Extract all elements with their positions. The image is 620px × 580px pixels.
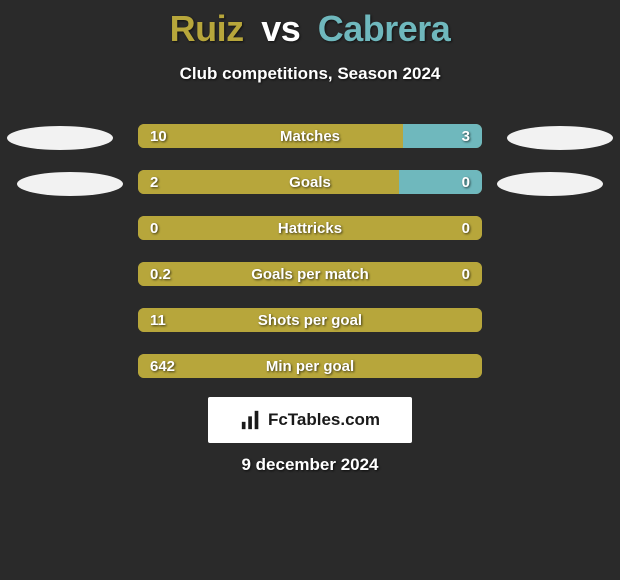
stat-row: 103Matches (138, 124, 482, 148)
player2-avatar-bottom (497, 172, 603, 196)
stat-bars: 103Matches 20Goals 00Hattricks 0.20Goals pe… (138, 124, 482, 400)
bar-left-fill (138, 216, 482, 240)
comparison-card: Ruiz vs Cabrera Club competitions, Seaso… (0, 0, 620, 580)
bar-right-fill (399, 170, 482, 194)
title-player2: Cabrera (318, 8, 451, 49)
bar-chart-icon (240, 409, 262, 431)
title: Ruiz vs Cabrera (0, 8, 620, 50)
stat-row: 11Shots per goal (138, 308, 482, 332)
date-text: 9 december 2024 (0, 455, 620, 475)
title-player1: Ruiz (170, 8, 244, 49)
stats-area: 103Matches 20Goals 00Hattricks 0.20Goals pe… (0, 124, 620, 404)
stat-row: 0.20Goals per match (138, 262, 482, 286)
bar-left-fill (138, 354, 482, 378)
bar-left-fill (138, 124, 403, 148)
player1-avatar-top (7, 126, 113, 150)
bar-left-fill (138, 262, 482, 286)
stat-row: 00Hattricks (138, 216, 482, 240)
subtitle: Club competitions, Season 2024 (0, 64, 620, 84)
player1-avatar-bottom (17, 172, 123, 196)
player2-avatar-top (507, 126, 613, 150)
stat-row: 642Min per goal (138, 354, 482, 378)
logo-text: FcTables.com (268, 410, 380, 430)
stat-row: 20Goals (138, 170, 482, 194)
bar-left-fill (138, 170, 399, 194)
fctables-logo: FcTables.com (208, 397, 412, 443)
title-vs: vs (261, 8, 300, 49)
bar-right-fill (403, 124, 482, 148)
bar-left-fill (138, 308, 482, 332)
